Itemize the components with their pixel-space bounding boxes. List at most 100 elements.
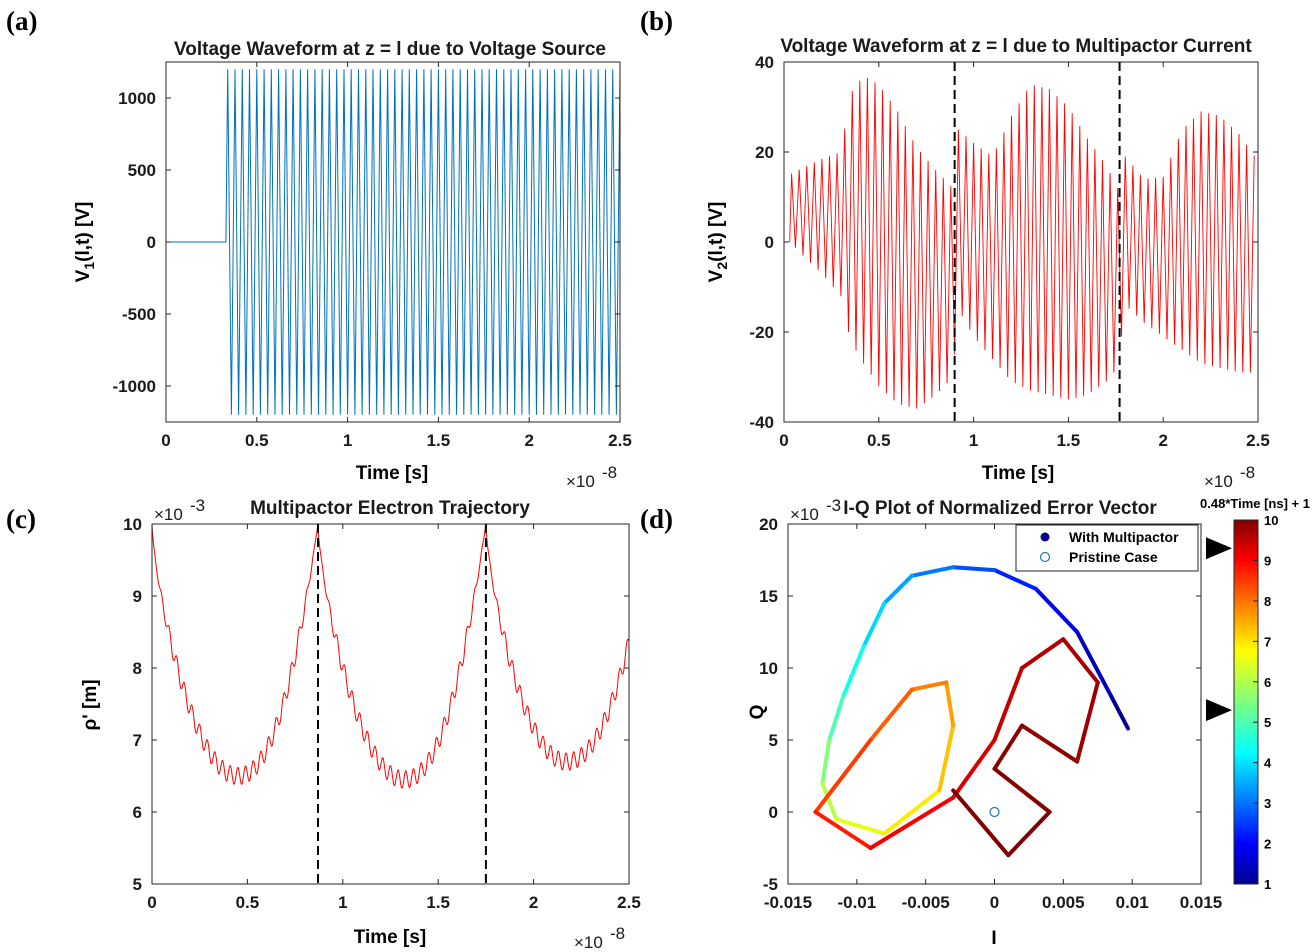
chart-a-ytick-label: 0 <box>147 233 156 252</box>
chart-a-title: Voltage Waveform at z = l due to Voltage… <box>174 39 606 60</box>
chart-a-x-multiplier: ×10 <box>566 472 595 491</box>
colorbar-gradient <box>1233 519 1259 885</box>
colorbar-arrow-marker <box>1206 537 1232 560</box>
chart-c-ytick-label: 9 <box>133 587 142 606</box>
chart-d-legend: With Multipactor Pristine Case <box>1015 524 1199 572</box>
chart-d-xtick-label: -0.005 <box>902 893 950 912</box>
colorbar-tick-label: 4 <box>1264 756 1272 771</box>
chart-c-xtick-label: 0.5 <box>236 893 260 912</box>
panel-d: I-Q Plot of Normalized Error Vector ×10 … <box>747 496 1310 949</box>
colorbar-tick-label: 10 <box>1264 513 1278 528</box>
chart-d-trajectory-segment <box>882 788 942 836</box>
chart-a-x-exponent: ×10 -8 <box>566 463 617 491</box>
chart-d-trajectory-segment <box>1020 723 1080 764</box>
chart-b-ylabel-sub: 2 <box>714 262 730 270</box>
chart-d-pristine-point <box>989 806 1000 818</box>
chart-b-ylabel-main: V <box>706 269 727 282</box>
chart-d-trajectory-segment <box>909 680 949 692</box>
chart-d-y-exponent-value: -3 <box>826 496 841 515</box>
chart-d-trajectory-segment <box>1109 694 1130 731</box>
chart-d-trajectory-segment <box>820 738 832 786</box>
chart-d-trajectory-segment <box>861 601 887 649</box>
chart-d-ytick-label: 0 <box>769 803 778 822</box>
chart-b-ticks: 0 0.5 1 1.5 2 2.5 40 20 0 -20 -40 <box>749 53 1269 450</box>
panel-c: Multipactor Electron Trajectory ×10 -3 0… <box>80 496 641 952</box>
chart-a-xtick-label: 1 <box>343 431 352 450</box>
panel-a: Voltage Waveform at z = l due to Voltage… <box>73 39 632 491</box>
chart-d-trajectory-segment <box>834 817 887 836</box>
panel-b: Voltage Waveform at z = l due to Multipa… <box>706 36 1270 491</box>
chart-a-xtick-label: 0.5 <box>245 431 269 450</box>
chart-d-xtick-label: 0 <box>990 893 999 912</box>
chart-c-x-exponent: ×10 -8 <box>574 924 625 952</box>
chart-b-series <box>789 62 1255 422</box>
chart-a-series-line <box>166 69 620 415</box>
chart-b-x-exponent: ×10 -8 <box>1204 463 1255 491</box>
chart-c-y-exponent: ×10 -3 <box>154 496 205 524</box>
chart-d-trajectory-segment <box>951 565 997 573</box>
chart-b-series-line <box>789 77 1255 409</box>
chart-c-ytick-label: 10 <box>123 515 142 534</box>
panel-label-a: (a) <box>6 6 37 36</box>
chart-d-trajectory-segment <box>909 565 956 578</box>
chart-d-trajectory-segment <box>882 573 914 606</box>
chart-d-trajectory-segment <box>1061 637 1100 685</box>
colorbar-tick-label: 5 <box>1264 715 1271 730</box>
chart-b-xtick-label: 1.5 <box>1057 431 1081 450</box>
chart-a-ytick-label: 1000 <box>118 89 156 108</box>
chart-d-trajectory-segment <box>813 738 873 814</box>
chart-a-ticks: 0 0.5 1 1.5 2 2.5 1000 500 0 -500 -1000 <box>113 62 632 450</box>
chart-a-ylabel-rest: (l,t) [V] <box>73 202 94 262</box>
chart-d-trajectory-segment <box>1075 630 1114 699</box>
chart-d-trajectory-segment <box>1006 810 1052 858</box>
colorbar-tick-label: 6 <box>1264 675 1271 690</box>
colorbar-tick-label: 7 <box>1264 634 1271 649</box>
chart-d-y-multiplier: ×10 <box>790 505 819 524</box>
chart-b-x-exponent-value: -8 <box>1240 463 1255 482</box>
legend-label-pristine: Pristine Case <box>1069 549 1158 565</box>
chart-c-ytick-label: 8 <box>133 659 142 678</box>
chart-d-trajectory-segment <box>1033 586 1080 634</box>
colorbar-arrow-marker <box>1206 699 1232 722</box>
panel-label-c: (c) <box>6 504 36 534</box>
chart-b-ytick-label: 20 <box>755 143 774 162</box>
chart-b-xtick-label: 2.5 <box>1246 431 1270 450</box>
colorbar-title: 0.48*Time [ns] + 1 <box>1200 496 1310 511</box>
chart-c-series-line <box>152 524 629 789</box>
chart-c-y-exponent-value: -3 <box>190 496 205 515</box>
chart-d-trajectory-segment <box>944 680 956 728</box>
legend-label-with-multipactor: With Multipactor <box>1069 529 1179 545</box>
chart-d-xtick-label: 0.015 <box>1180 893 1223 912</box>
chart-c-ytick-label: 7 <box>133 731 142 750</box>
chart-d-trajectory-segment <box>937 723 956 793</box>
chart-d-xtick-label: -0.015 <box>764 893 812 912</box>
chart-d-trajectory-segment <box>992 666 1024 742</box>
chart-c-x-multiplier: ×10 <box>574 933 603 952</box>
chart-d-ytick-label: -5 <box>763 875 778 894</box>
colorbar-tick-label: 9 <box>1264 553 1271 568</box>
chart-c-ticks: 0 0.5 1 1.5 2 2.5 10 9 8 7 6 5 <box>123 515 641 912</box>
chart-d-title: I-Q Plot of Normalized Error Vector <box>843 498 1157 519</box>
legend-marker-pristine <box>1039 551 1051 563</box>
chart-d-trajectory-segment <box>1075 680 1100 764</box>
chart-a-ytick-label: 500 <box>128 161 156 180</box>
colorbar-tick-label: 3 <box>1264 796 1271 811</box>
chart-b-x-multiplier: ×10 <box>1204 472 1233 491</box>
chart-b-ytick-label: -40 <box>749 413 774 432</box>
chart-a-xtick-label: 2 <box>524 431 533 450</box>
chart-a-xtick-label: 1.5 <box>427 431 451 450</box>
chart-d-trajectory-segment <box>992 723 1024 771</box>
chart-b-ytick-label: 40 <box>755 53 774 72</box>
chart-b-xtick-label: 0.5 <box>867 431 891 450</box>
chart-a-xlabel: Time [s] <box>356 463 429 484</box>
chart-d-trajectory-segment <box>951 788 1011 858</box>
chart-c-ytick-label: 6 <box>133 803 142 822</box>
chart-c-xlabel: Time [s] <box>354 927 427 948</box>
chart-a-ytick-label: -1000 <box>113 377 156 396</box>
chart-d-ylabel: Q <box>747 705 768 720</box>
chart-c-xtick-label: 2 <box>529 893 538 912</box>
chart-d-xtick-label: -0.01 <box>837 893 876 912</box>
chart-b-xtick-label: 1 <box>969 431 978 450</box>
chart-d-y-exponent: ×10 -3 <box>790 496 841 524</box>
